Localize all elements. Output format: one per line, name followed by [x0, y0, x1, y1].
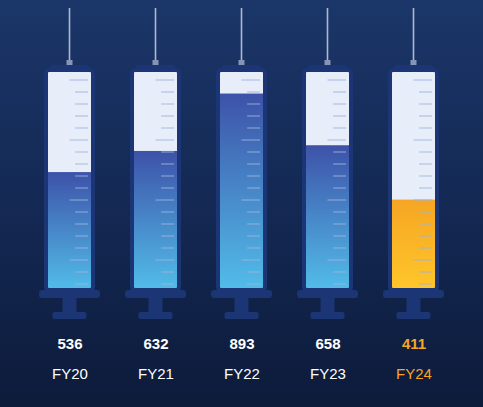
svg-text:658: 658 [315, 335, 340, 352]
svg-text:893: 893 [229, 335, 254, 352]
svg-text:FY21: FY21 [138, 365, 174, 382]
svg-text:FY20: FY20 [52, 365, 88, 382]
svg-text:536: 536 [57, 335, 82, 352]
svg-text:FY24: FY24 [396, 365, 432, 382]
svg-text:411: 411 [402, 335, 426, 352]
svg-text:FY23: FY23 [310, 365, 346, 382]
svg-text:FY22: FY22 [224, 365, 260, 382]
svg-text:632: 632 [143, 335, 168, 352]
